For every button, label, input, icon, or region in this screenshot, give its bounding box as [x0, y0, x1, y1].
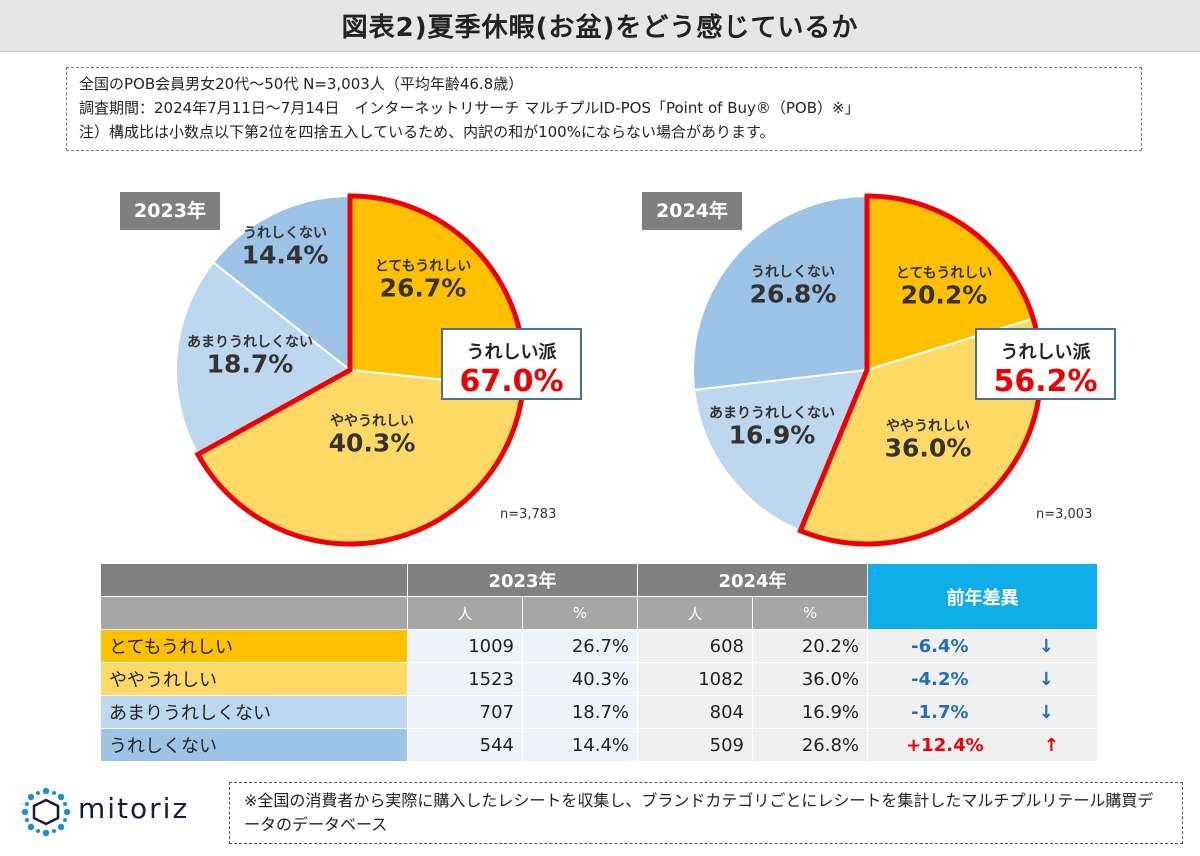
people-2023: 1523 [407, 662, 523, 696]
diff-value: -1.7% [911, 701, 969, 723]
slice-name: あまりうれしくない [709, 405, 835, 422]
diff-value: -6.4% [911, 635, 969, 657]
header-year-2023: 2023年 [407, 563, 638, 597]
slice-value: 26.7% [379, 273, 467, 303]
slice-value: 26.8% [749, 279, 837, 309]
slice-value: 14.4% [241, 240, 329, 270]
percent-2023: 40.3% [522, 662, 638, 696]
slice-name: あまりうれしくない [187, 334, 313, 351]
happy-group-outline [194, 193, 527, 547]
row-label: ややうれしい [100, 662, 408, 696]
slice-name: うれしくない [750, 264, 835, 281]
callout-value: 67.0% [459, 364, 564, 399]
row-label: あまりうれしくない [100, 695, 408, 729]
callout-2023-happy-total: うれしい派 67.0% [441, 328, 582, 400]
pie-2024-label-not-happy: うれしくない 26.8% [750, 265, 837, 310]
slice-value: 16.9% [728, 420, 816, 450]
table-row: あまりうれしくない 707 18.7% 804 16.9% -1.7% ↓ [100, 695, 1098, 729]
year-tag-2024: 2024年 [642, 192, 742, 230]
people-2024: 608 [637, 629, 753, 663]
people-2023: 1009 [407, 629, 523, 663]
people-2024: 804 [637, 695, 753, 729]
year-tag-2023: 2023年 [120, 192, 220, 230]
pie-2024-label-very-happy: とてもうれしい 20.2% [896, 266, 992, 311]
mitoriz-logo: mitoriz [20, 786, 220, 837]
comparison-table: 2023年 2024年 前年差異 人 % 人 % とてもうれしい 1009 26… [100, 563, 1098, 762]
slice-value: 40.3% [328, 428, 416, 458]
percent-2023: 14.4% [522, 728, 638, 762]
people-2024: 1082 [637, 662, 753, 696]
table-row: うれしくない 544 14.4% 509 26.8% +12.4% ↑ [100, 728, 1098, 762]
slice-name: ややうれしい [885, 418, 970, 435]
pie-2023-label-not-happy: うれしくない 14.4% [242, 226, 329, 271]
table-corner-sub [100, 596, 408, 630]
arrow-up-icon: ↑ [1043, 734, 1059, 756]
footnote: ※全国の消費者から実際に購入したレシートを収集し、ブランドカテゴリごとにレシート… [229, 782, 1183, 844]
people-2024: 509 [637, 728, 753, 762]
slice-name: うれしくない [242, 225, 327, 242]
row-label: うれしくない [100, 728, 408, 762]
percent-2024: 20.2% [752, 629, 868, 663]
logo-text: mitoriz [78, 792, 190, 825]
note-line-rounding: 注）構成比は小数点以下第2位を四捨五入しているため、内訳の和が100%にならない… [79, 123, 775, 141]
slice-name: とてもうれしい [895, 265, 993, 282]
slice-value: 18.7% [206, 349, 294, 379]
percent-2023: 26.7% [522, 629, 638, 663]
slice-not-happy [692, 194, 868, 392]
pie-2024-label-somewhat-happy: ややうれしい 36.0% [885, 419, 972, 464]
slice-not-very-happy [693, 368, 869, 533]
note-line-sample: 全国のPOB会員男女20代〜50代 N=3,003人（平均年齢46.8歳） [79, 75, 524, 93]
diff-cell: -6.4% ↓ [867, 629, 1098, 663]
page-title: 図表2)夏季休暇(お盆)をどう感じているか [341, 13, 859, 43]
row-label: とてもうれしい [100, 629, 408, 663]
diff-cell: -1.7% ↓ [867, 695, 1098, 729]
percent-2024: 26.8% [752, 728, 868, 762]
slice-value: 36.0% [884, 433, 972, 463]
slice-not-happy [211, 194, 351, 373]
diff-cell: -4.2% ↓ [867, 662, 1098, 696]
callout-value: 56.2% [993, 364, 1098, 399]
percent-2023: 18.7% [522, 695, 638, 729]
arrow-down-icon: ↓ [1038, 635, 1054, 657]
sample-size-2023: n=3,783 [500, 507, 557, 522]
logo-mark-icon [21, 787, 71, 837]
percent-2024: 16.9% [752, 695, 868, 729]
header-percent-2024: % [752, 596, 868, 630]
arrow-down-icon: ↓ [1038, 701, 1054, 723]
happy-group-outline [797, 193, 1044, 547]
callout-2024-happy-total: うれしい派 56.2% [975, 328, 1116, 400]
arrow-down-icon: ↓ [1038, 668, 1054, 690]
survey-notes: 全国のPOB会員男女20代〜50代 N=3,003人（平均年齢46.8歳） 調査… [66, 67, 1142, 151]
callout-label: うれしい派 [1000, 342, 1091, 363]
header-people-2023: 人 [407, 596, 523, 630]
diff-cell: +12.4% ↑ [867, 728, 1098, 762]
note-line-period: 調査期間：2024年7月11日〜7月14日 インターネットリサーチ マルチプルI… [79, 99, 860, 117]
header-people-2024: 人 [637, 596, 753, 630]
slice-not-very-happy [175, 260, 352, 456]
slice-name: ややうれしい [329, 413, 414, 430]
slice-value: 20.2% [900, 280, 988, 310]
diff-value: +12.4% [906, 734, 984, 756]
header-year-2024: 2024年 [637, 563, 868, 597]
pie-2023-label-very-happy: とてもうれしい 26.7% [375, 259, 471, 304]
pie-2023-label-not-very-happy: あまりうれしくない 18.7% [187, 335, 313, 380]
header-percent-2023: % [522, 596, 638, 630]
sample-size-2024: n=3,003 [1036, 507, 1093, 522]
percent-2024: 36.0% [752, 662, 868, 696]
table-row: とてもうれしい 1009 26.7% 608 20.2% -6.4% ↓ [100, 629, 1098, 663]
pie-2023-label-somewhat-happy: ややうれしい 40.3% [329, 414, 416, 459]
people-2023: 707 [407, 695, 523, 729]
header-yoy-diff: 前年差異 [867, 563, 1098, 630]
people-2023: 544 [407, 728, 523, 762]
table-row: ややうれしい 1523 40.3% 1082 36.0% -4.2% ↓ [100, 662, 1098, 696]
callout-label: うれしい派 [466, 342, 557, 363]
table-corner-top [100, 563, 408, 597]
diff-value: -4.2% [911, 668, 969, 690]
title-bar: 図表2)夏季休暇(お盆)をどう感じているか [0, 0, 1200, 52]
pie-2024-label-not-very-happy: あまりうれしくない 16.9% [709, 406, 835, 451]
slice-name: とてもうれしい [374, 258, 472, 275]
